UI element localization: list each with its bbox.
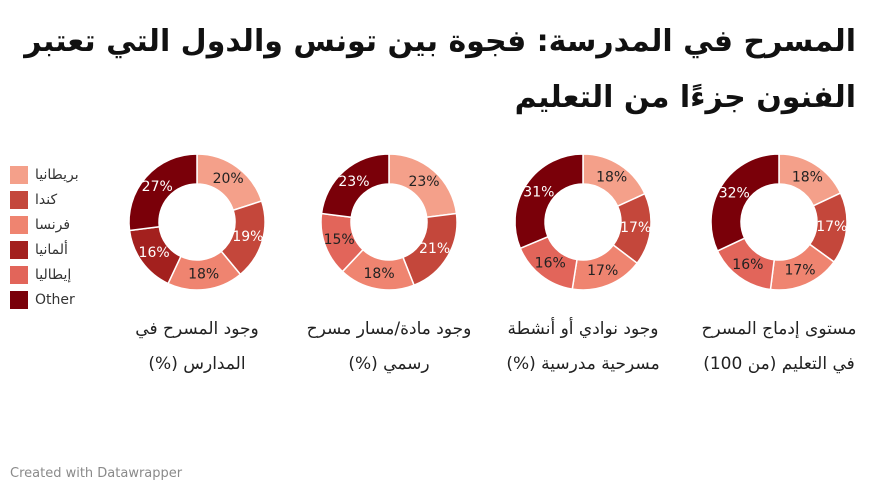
slice-value-label: 16% bbox=[139, 245, 170, 261]
footer-credit: Created with Datawrapper bbox=[10, 466, 183, 481]
donut-slice bbox=[128, 225, 182, 285]
legend-swatch bbox=[10, 190, 28, 209]
donut-slice bbox=[808, 192, 848, 264]
donut-slice bbox=[778, 153, 842, 207]
slice-value-label: 27% bbox=[142, 179, 173, 195]
legend-label: بريطانيا bbox=[35, 166, 79, 183]
legend-swatch bbox=[10, 165, 28, 184]
donut-slice bbox=[716, 237, 776, 291]
legend-label: كندا bbox=[35, 191, 58, 208]
legend-swatch bbox=[10, 215, 28, 234]
slice-value-label: 23% bbox=[338, 174, 369, 190]
donut-slice bbox=[167, 250, 242, 291]
legend-item: ألمانيا bbox=[10, 237, 79, 262]
slice-value-label: 17% bbox=[620, 220, 651, 236]
legend-label: فرنسا bbox=[35, 216, 71, 233]
legend-item: بريطانيا bbox=[10, 162, 79, 187]
slice-value-label: 17% bbox=[816, 219, 847, 235]
chart-caption: مستوى إدماج المسرح في التعليم (من 100) bbox=[701, 319, 857, 374]
donut-slice bbox=[519, 235, 578, 291]
legend-item: كندا bbox=[10, 187, 79, 212]
slice-value-label: 18% bbox=[364, 266, 395, 282]
slice-value-label: 16% bbox=[732, 257, 763, 273]
legend-label: Other bbox=[35, 291, 75, 308]
donut-slice bbox=[612, 192, 652, 265]
chart-caption: وجود المسرح في المدارس (%) bbox=[135, 319, 259, 374]
legend-label: إيطاليا bbox=[35, 266, 72, 283]
slice-value-label: 31% bbox=[523, 185, 554, 201]
donut-slice bbox=[514, 153, 584, 250]
donut-slice bbox=[710, 153, 780, 252]
chart-title: المسرح في المدرسة: فجوة بين تونس والدول … bbox=[24, 24, 856, 115]
slice-value-label: 19% bbox=[232, 229, 263, 245]
donut-slice bbox=[320, 153, 390, 219]
legend: بريطانيا كندا فرنسا ألمانيا إيطاليا Other bbox=[10, 162, 79, 312]
legend-swatch bbox=[10, 290, 28, 309]
slice-value-label: 23% bbox=[408, 174, 439, 190]
donut-slice bbox=[320, 212, 365, 273]
donut-slice bbox=[571, 243, 639, 291]
donut-slice bbox=[402, 212, 458, 287]
legend-swatch bbox=[10, 240, 28, 259]
donut-slice bbox=[341, 248, 416, 291]
chart-caption: وجود نوادي أو أنشطة مسرحية مدرسية (%) bbox=[506, 319, 660, 374]
slice-value-label: 18% bbox=[792, 169, 823, 185]
chart-caption: وجود مادة/مسار مسرح رسمي (%) bbox=[306, 319, 472, 374]
donut-slice bbox=[220, 200, 266, 276]
legend-item: إيطاليا bbox=[10, 262, 79, 287]
donut-slice bbox=[196, 153, 263, 212]
slice-value-label: 21% bbox=[419, 241, 450, 257]
slice-value-label: 17% bbox=[587, 263, 618, 279]
slice-value-label: 17% bbox=[784, 263, 815, 279]
donut-slice bbox=[128, 153, 198, 232]
legend-item: Other bbox=[10, 287, 79, 312]
donut-slice bbox=[769, 243, 836, 291]
slice-value-label: 20% bbox=[213, 171, 244, 187]
legend-item: فرنسا bbox=[10, 212, 79, 237]
slice-value-label: 18% bbox=[596, 169, 627, 185]
legend-label: ألمانيا bbox=[35, 241, 68, 258]
slice-value-label: 15% bbox=[324, 232, 355, 248]
donut-slice bbox=[582, 153, 646, 208]
legend-swatch bbox=[10, 265, 28, 284]
slice-value-label: 32% bbox=[719, 186, 750, 202]
donut-slice bbox=[388, 153, 458, 219]
slice-value-label: 18% bbox=[188, 267, 219, 283]
slice-value-label: 16% bbox=[535, 256, 566, 272]
